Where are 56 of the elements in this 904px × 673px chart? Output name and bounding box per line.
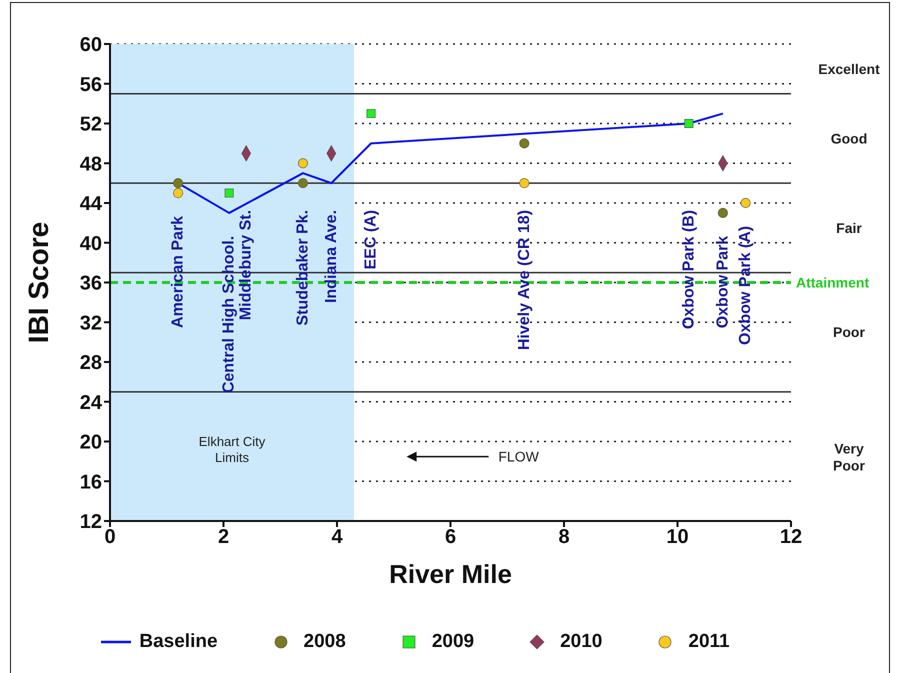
point [684,119,694,128]
annotation: Studebaker Pk. [294,210,312,326]
point [718,208,728,218]
legend-label: 2008 [304,631,346,653]
x-axis-title: River Mile [389,559,512,589]
y-tick-label: 24 [80,392,103,414]
annotation: Indiana Ave. [322,210,340,304]
annotation: Central High School. [220,236,238,394]
y-tick-label: 28 [80,352,102,374]
annotation: Middlebury St. [238,210,255,320]
text: Fair [836,220,862,236]
text: Excellent [818,60,880,77]
y-tick-label: 20 [80,432,102,454]
y-tick-label: 48 [80,153,102,176]
x-tick-label: 8 [558,526,570,548]
point [224,188,234,198]
y-tick-label: 52 [80,114,102,136]
y-axis-title: IBI Score [22,222,54,344]
y-tick-label: 12 [80,511,102,534]
annotation: Oxbow Park (B) [680,210,698,330]
legend-label: 2009 [432,631,474,653]
text: Very Poor [833,440,866,474]
point [173,188,184,198]
annotation: FLOW [498,448,540,465]
point [366,109,376,118]
x-tick-label: 12 [780,526,802,548]
annotation: Oxbow Park [714,236,732,328]
legend-label: 2011 [688,631,730,653]
point [740,198,751,208]
x-tick-label: 2 [218,526,230,548]
band-label: Elkhart City Limits [198,434,266,465]
y-tick-label: 44 [80,193,103,216]
point [519,138,530,148]
y-tick-label: 36 [80,272,102,295]
annotation: American Park [170,216,187,328]
x-tick-label: 10 [666,526,689,548]
y-tick-label: 32 [80,312,102,334]
y-tick-label: 56 [80,74,102,96]
text: Good [830,130,868,146]
x-tick-label: 6 [444,526,456,548]
y-tick-label: 40 [80,232,102,255]
legend-label: 2010 [560,631,602,653]
annotation: EEC (A) [362,210,380,270]
point [298,178,308,188]
annotation: Hively Ave (CR 18) [516,210,533,350]
text: Poor [833,324,866,340]
y-tick-label: 16 [80,471,102,494]
point [298,158,308,168]
point [519,178,530,188]
x-tick-label: 0 [104,526,116,548]
y-tick-label: 60 [80,34,102,56]
x-tick-label: 4 [331,526,344,548]
legend-label: Baseline [139,631,218,653]
annotation: Oxbow Park (A) [737,226,754,345]
point [173,178,184,188]
ref-line-label: Attainment [796,274,870,290]
